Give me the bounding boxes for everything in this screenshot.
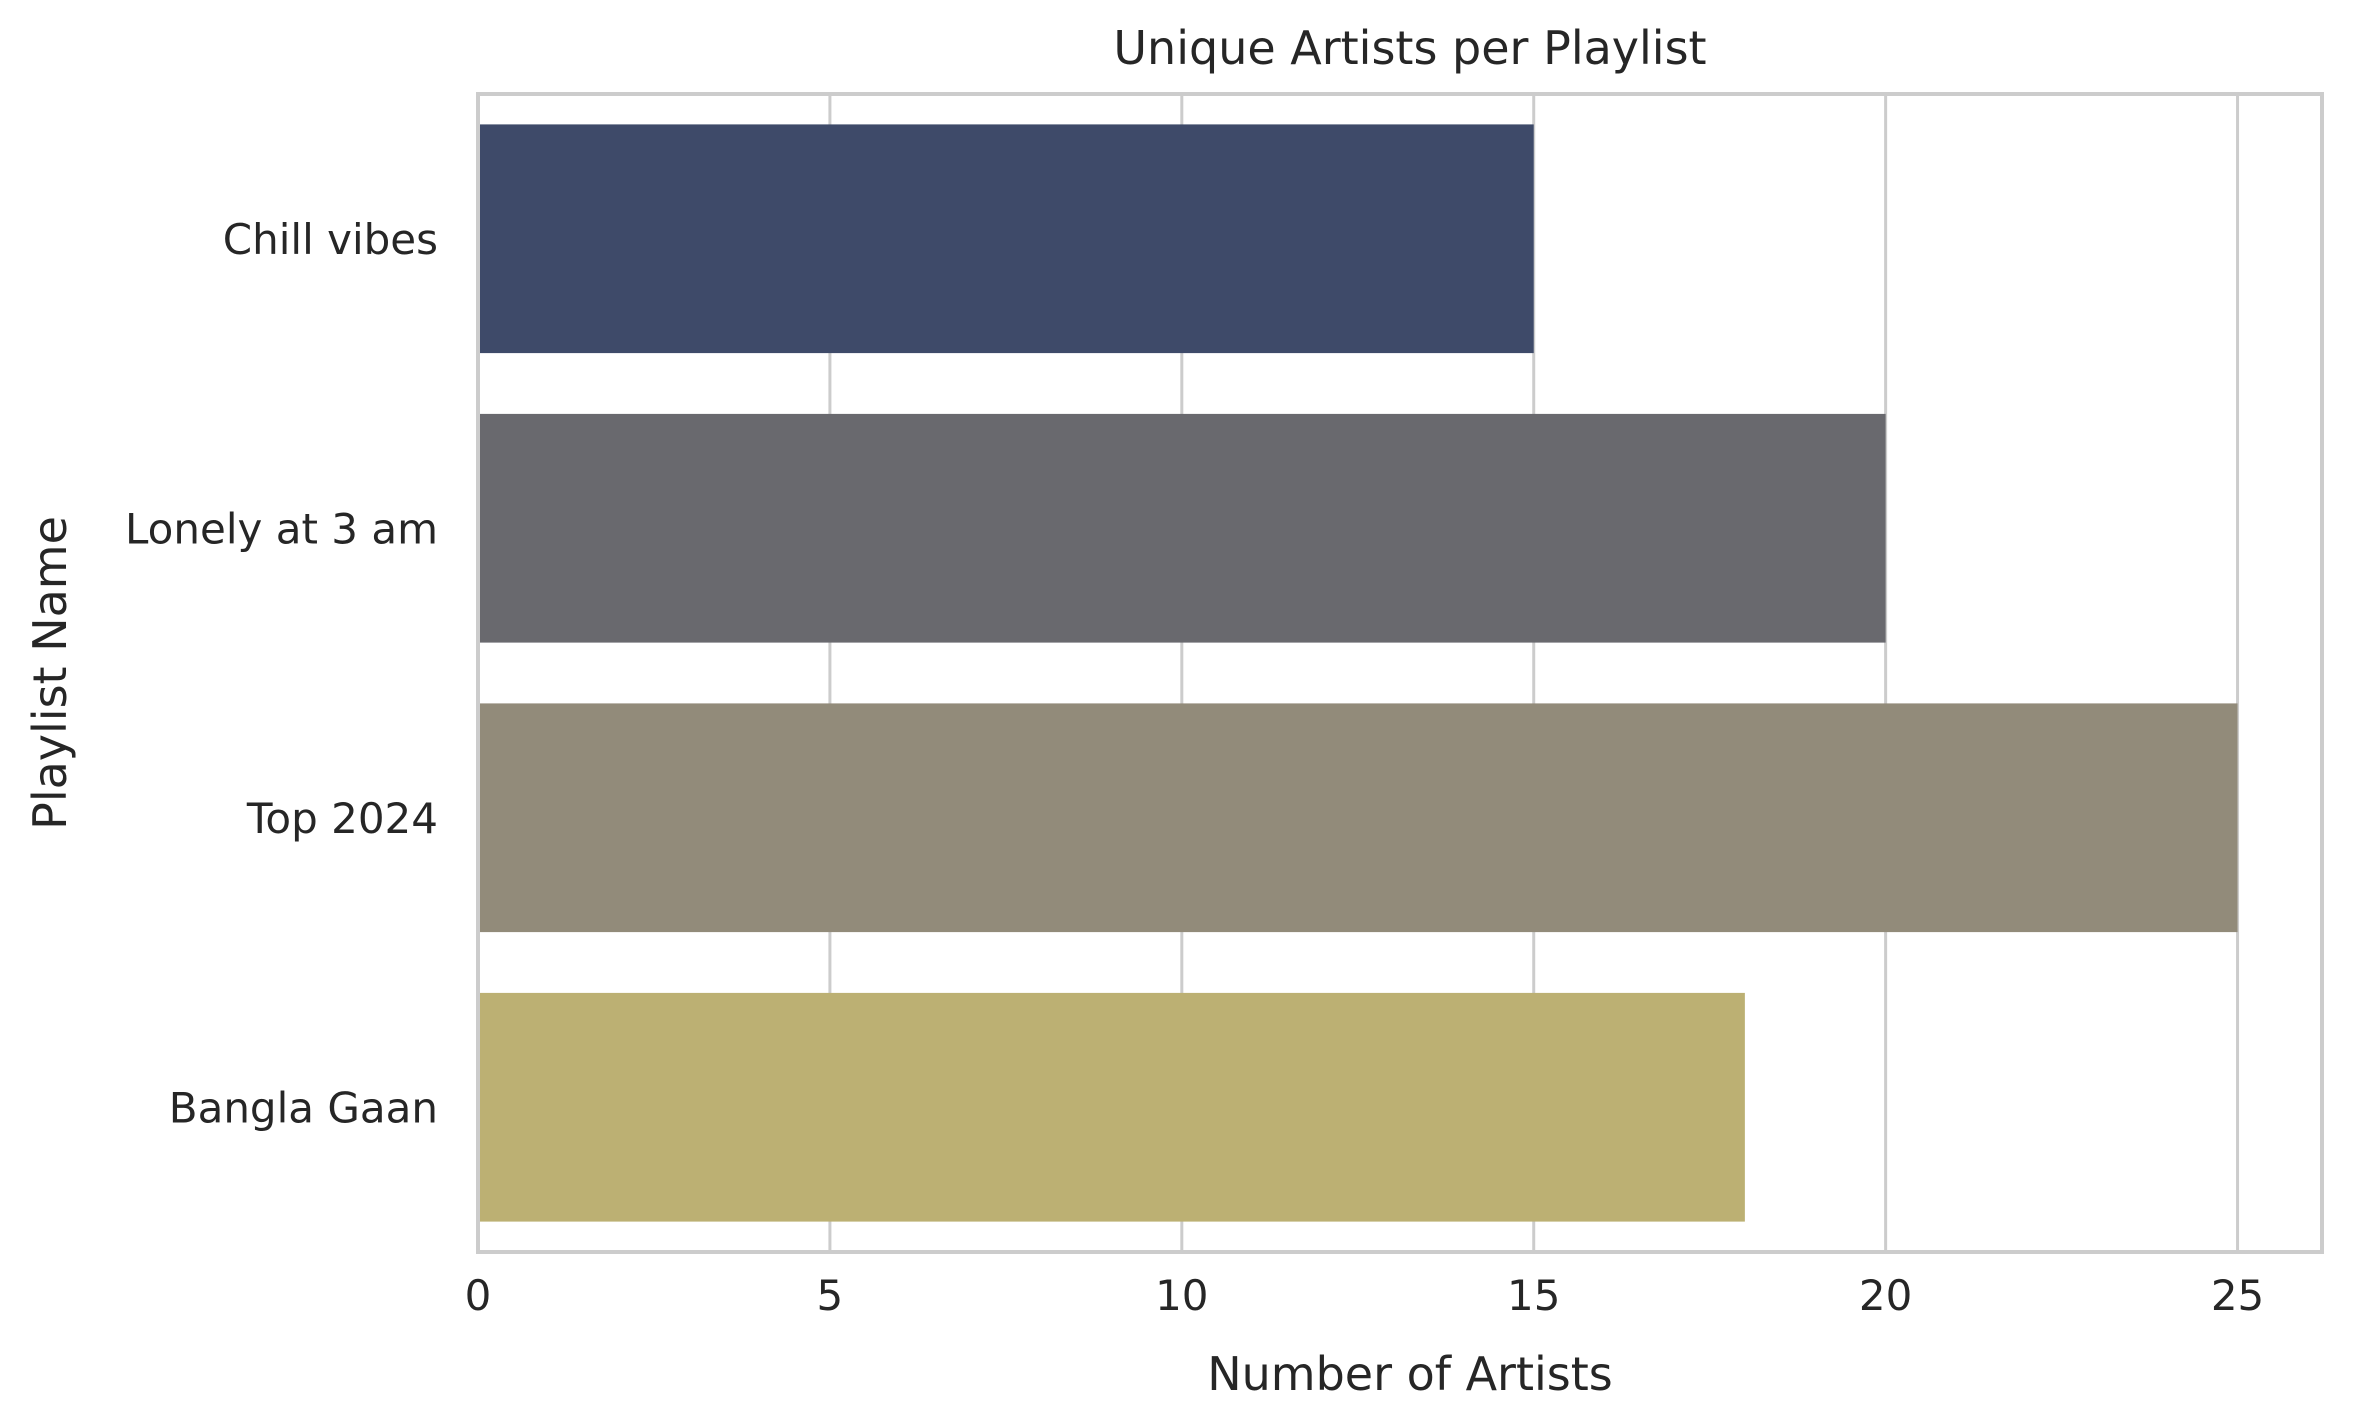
bar-bangla-gaan [478,992,1745,1222]
x-axis-title: Number of Artists [1207,1347,1613,1401]
y-category-label: Chill vibes [223,215,438,264]
x-tick-label: 15 [1507,1271,1560,1320]
plot-frame [476,92,2324,1254]
bars [478,124,2238,1222]
chart-title: Unique Artists per Playlist [1113,21,1706,75]
bar-top-2024 [478,703,2238,933]
y-category-label: Bangla Gaan [169,1083,438,1132]
x-tick-label: 0 [465,1271,492,1320]
x-tick-labels: 0 5 10 15 20 25 [465,1271,2265,1320]
x-tick-label: 10 [1155,1271,1208,1320]
y-category-label: Lonely at 3 am [125,504,438,553]
bar-lonely-at-3-am [478,413,1886,643]
x-tick-label: 20 [1859,1271,1912,1320]
y-axis-title: Playlist Name [23,516,77,830]
x-tick-label: 5 [817,1271,844,1320]
x-tick-label: 25 [2211,1271,2264,1320]
y-category-label: Top 2024 [246,794,438,843]
bar-chill-vibes [478,124,1534,354]
y-category-labels: Chill vibes Lonely at 3 am Top 2024 Bangla … [125,215,438,1133]
